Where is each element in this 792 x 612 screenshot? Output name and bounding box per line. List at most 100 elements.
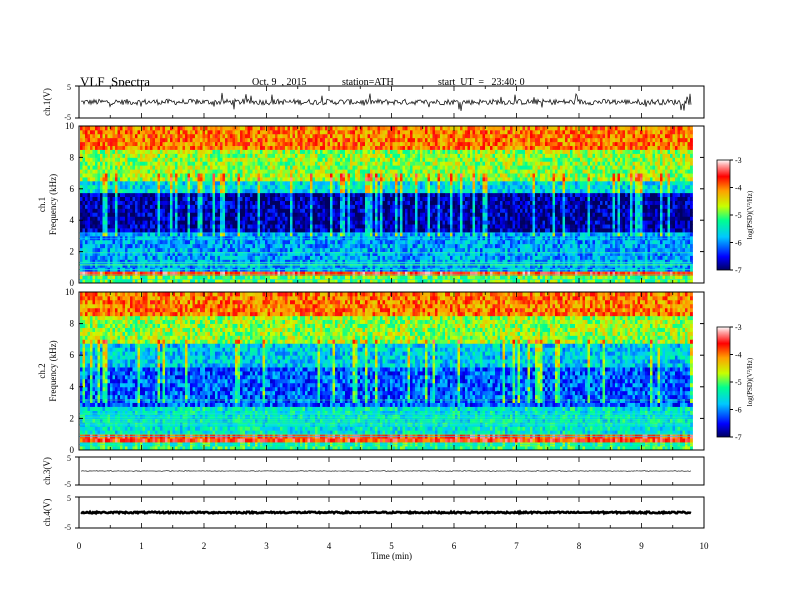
spectrogram-cell (115, 169, 118, 173)
spectrogram-cell (128, 201, 131, 205)
spectrogram-cell (88, 228, 91, 232)
spectrogram-cell (165, 181, 168, 185)
spectrogram-cell (83, 271, 86, 275)
spectrogram-cell (118, 228, 121, 232)
spectrogram-cell (165, 173, 168, 177)
spectrogram-cell (110, 173, 113, 177)
spectrogram-cell (98, 165, 101, 169)
spectrogram-cell (190, 146, 193, 150)
spectrogram-cell (188, 236, 191, 240)
spectrogram-cell (118, 220, 121, 224)
spectrogram-cell (138, 157, 141, 161)
spectrogram-cell (95, 208, 98, 212)
spectrogram-cell (105, 154, 108, 158)
spectrogram-cell (175, 208, 178, 212)
spectrogram-cell (128, 126, 131, 130)
spectrogram-cell (110, 248, 113, 252)
spectrogram-cell (175, 181, 178, 185)
spectrogram-cell (158, 244, 161, 248)
spectrogram-cell (193, 177, 196, 181)
spectrogram-cell (80, 275, 83, 279)
spectrogram-cell (120, 185, 123, 189)
spectrogram-cell (118, 275, 121, 279)
spectrogram-cell (170, 157, 173, 161)
spectrogram-cell (98, 138, 101, 142)
spectrogram-cell (83, 169, 86, 173)
spectrogram-cell (120, 224, 123, 228)
spectrogram-cell (128, 224, 131, 228)
spectrogram-cell (190, 157, 193, 161)
spectrogram-cell (108, 161, 111, 165)
spectrogram-cell (133, 224, 136, 228)
spectrogram-cell (160, 212, 163, 216)
spectrogram-cell (140, 142, 143, 146)
spectrogram-cell (128, 271, 131, 275)
spectrogram-cell (120, 142, 123, 146)
spectrogram-cell (173, 181, 176, 185)
spectrogram-cell (170, 220, 173, 224)
spectrogram-cell (80, 236, 83, 240)
spectrogram-cell (160, 256, 163, 260)
spectrogram-cell (80, 138, 83, 142)
spectrogram-cell (115, 193, 118, 197)
spectrogram-cell (105, 161, 108, 165)
spectrogram-cell (193, 130, 196, 134)
spectrogram-cell (193, 244, 196, 248)
spectrogram-cell (193, 236, 196, 240)
spectrogram-cell (118, 240, 121, 244)
spectrogram-cell (155, 130, 158, 134)
spectrogram-cell (93, 146, 96, 150)
spectrogram-cell (180, 142, 183, 146)
ch1-waveform-panel: 5-5ch.1(V) (42, 83, 704, 122)
spectrogram-cell (80, 165, 83, 169)
spectrogram-cell (93, 275, 96, 279)
spectrogram-cell (123, 228, 126, 232)
spectrogram-cell (113, 212, 116, 216)
spectrogram-cell (183, 154, 186, 158)
spectrogram-cell (190, 205, 193, 209)
spectrogram-cell (183, 189, 186, 193)
spectrogram-cell (178, 193, 181, 197)
spectrogram-cell (125, 185, 128, 189)
spectrogram-cell (135, 216, 138, 220)
spectrogram-cell (188, 169, 191, 173)
spectrogram-cell (188, 138, 191, 142)
spectrogram-cell (173, 154, 176, 158)
spectrogram-cell (125, 142, 128, 146)
spectrogram-cell (165, 248, 168, 252)
spectrogram-cell (168, 212, 171, 216)
spectrogram-cell (98, 126, 101, 130)
spectrogram-cell (145, 240, 148, 244)
spectrogram-cell (193, 216, 196, 220)
spectrogram-cell (93, 236, 96, 240)
spectrogram-cell (98, 244, 101, 248)
spectrogram-cell (190, 165, 193, 169)
spectrogram-cell (93, 208, 96, 212)
spectrogram-cell (145, 197, 148, 201)
spectrogram-cell (90, 146, 93, 150)
spectrogram-cell (130, 205, 133, 209)
spectrogram-cell (193, 134, 196, 138)
spectrogram-cell (90, 236, 93, 240)
spectrogram-cell (85, 256, 88, 260)
spectrogram-cell (175, 150, 178, 154)
spectrogram-cell (128, 150, 131, 154)
y-tick-label: 5 (67, 83, 71, 92)
spectrogram-cell (105, 244, 108, 248)
spectrogram-cell (168, 181, 171, 185)
spectrogram-cell (113, 240, 116, 244)
spectrogram-cell (133, 185, 136, 189)
spectrogram-cell (150, 201, 153, 205)
spectrogram-cell (85, 208, 88, 212)
spectrogram-cell (88, 212, 91, 216)
spectrogram-cell (188, 244, 191, 248)
spectrogram-cell (83, 224, 86, 228)
spectrogram-cell (90, 134, 93, 138)
spectrogram-cell (188, 142, 191, 146)
spectrogram-cell (123, 248, 126, 252)
spectrogram-cell (163, 169, 166, 173)
spectrogram-cell (115, 236, 118, 240)
spectrogram-cell (98, 205, 101, 209)
spectrogram-cell (125, 134, 128, 138)
spectrogram-cell (103, 197, 106, 201)
